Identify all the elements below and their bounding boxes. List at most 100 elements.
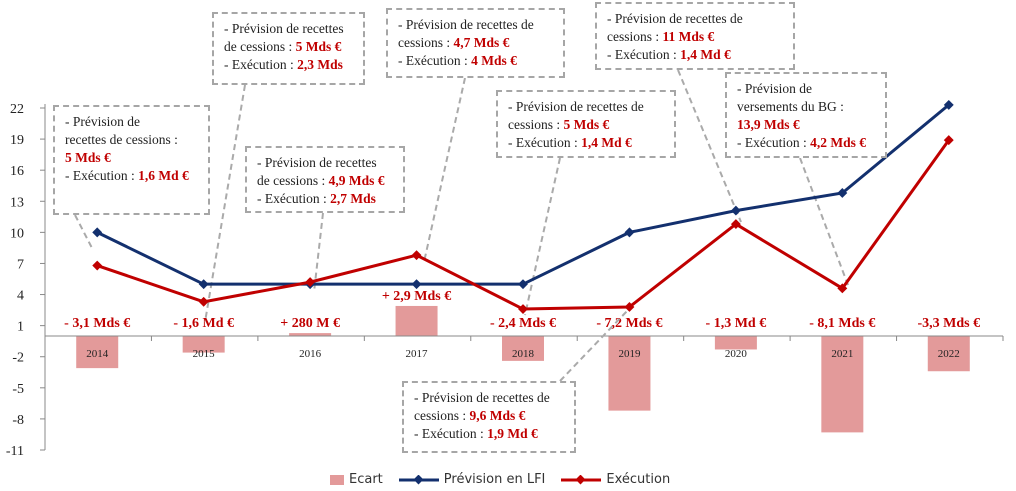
annotation-text: - Prévision de recettes: [257, 155, 377, 170]
annotation-line: - Prévision de: [65, 113, 200, 131]
y-tick-label: 4: [17, 289, 24, 304]
y-tick-label: 1: [17, 320, 24, 335]
annotation-text: - Prévision de: [65, 114, 140, 129]
annotation-line: de cessions : 5 Mds €: [224, 38, 355, 56]
annotation-value: 4,9 Mds €: [328, 173, 385, 188]
annotation-leader-2019: [559, 309, 629, 382]
annotation-value: 5 Mds €: [563, 117, 610, 132]
y-tick-label: 10: [10, 226, 24, 241]
marker-prevision-2015: [198, 279, 209, 290]
annotation-value: 4 Mds €: [471, 53, 517, 68]
legend-label: Exécution: [606, 472, 671, 487]
annotation-box-2020: - Prévision de recettes de cessions : 11 …: [595, 2, 795, 70]
annotation-line: - Exécution : 4,2 Mds €: [737, 134, 877, 152]
x-tick-label: 2016: [299, 348, 322, 360]
annotation-text: - Exécution :: [398, 53, 472, 68]
annotation-line: - Prévision de recettes: [224, 20, 355, 38]
annotation-leader-2020: [677, 69, 742, 223]
annotation-line: de cessions : 4,9 Mds €: [257, 172, 395, 190]
annotation-text: - Prévision de recettes de: [414, 390, 550, 405]
annotation-value: 1,4 Md €: [581, 135, 632, 150]
annotation-value: 1,6 Md €: [138, 168, 189, 183]
annotation-text: - Exécution :: [414, 426, 488, 441]
annotation-text: cessions :: [607, 29, 663, 44]
bar-ecart-2018: [502, 336, 544, 361]
x-tick-label: 2015: [193, 348, 216, 360]
annotation-text: - Exécution :: [257, 191, 331, 206]
legend: Ecart Prévision en LFI Exécution: [330, 472, 686, 487]
annotation-text: versements du BG :: [737, 99, 844, 114]
ecart-label-2020: - 1,3 Md €: [706, 316, 767, 331]
x-tick-label: 2014: [86, 348, 109, 360]
marker-execution-2014: [92, 260, 103, 271]
annotation-text: - Prévision de: [737, 81, 812, 96]
annotation-line: - Exécution : 1,6 Md €: [65, 167, 200, 185]
annotation-text: - Exécution :: [224, 57, 298, 72]
annotation-line: - Exécution : 1,4 Md €: [508, 134, 666, 152]
annotation-box-2019: - Prévision de recettes de cessions : 9,6…: [402, 381, 576, 453]
y-tick-label: -8: [12, 413, 24, 428]
ecart-label-2019: - 7,2 Mds €: [596, 316, 662, 331]
annotation-line: - Prévision de recettes de: [414, 389, 566, 407]
annotation-leader-2018: [524, 157, 561, 316]
legend-swatch-execution: [561, 474, 602, 484]
annotation-text: cessions :: [398, 35, 454, 50]
x-tick-label: 2020: [725, 348, 748, 360]
bar-ecart-2014: [76, 336, 119, 369]
annotation-value: 5 Mds €: [295, 39, 342, 54]
ecart-label-2022: -3,3 Mds €: [917, 316, 980, 331]
annotation-text: - Prévision de recettes: [224, 21, 344, 36]
marker-prevision-2019: [624, 227, 635, 238]
ecart-label-2014: - 3,1 Mds €: [64, 316, 130, 331]
marker-execution-2020: [730, 219, 741, 230]
annotation-text: cessions :: [508, 117, 564, 132]
marker-execution-2015: [198, 296, 209, 307]
annotation-value: 5 Mds €: [65, 150, 111, 165]
bar-ecart-2015: [182, 336, 225, 353]
annotation-value: 1,9 Md €: [487, 426, 538, 441]
ecart-label-2016: + 280 M €: [280, 316, 340, 331]
bar-ecart-2016: [289, 333, 332, 336]
annotation-text: de cessions :: [224, 39, 296, 54]
annotation-text: - Exécution :: [607, 47, 681, 62]
annotation-line: - Prévision de: [737, 80, 877, 98]
annotation-line: - Exécution : 1,9 Md €: [414, 425, 566, 443]
annotation-leader-2016: [313, 212, 324, 293]
bar-ecart-2020: [714, 336, 757, 350]
x-tick-label: 2019: [618, 348, 641, 360]
annotation-leader-2017: [423, 77, 466, 263]
y-tick-label: 16: [10, 164, 24, 179]
annotation-line: cessions : 5 Mds €: [508, 116, 666, 134]
annotation-line: - Exécution : 4 Mds €: [398, 52, 555, 70]
legend-item-prevision: Prévision en LFI: [398, 472, 545, 487]
annotation-line: - Prévision de recettes de: [398, 16, 555, 34]
annotation-line: - Exécution : 1,4 Md €: [607, 46, 785, 64]
marker-prevision-2018: [518, 279, 528, 290]
legend-swatch-prevision: [398, 474, 439, 484]
marker-execution-2016: [305, 277, 316, 288]
annotation-line: 5 Mds €: [65, 149, 200, 167]
annotation-text: - Exécution :: [508, 135, 582, 150]
annotation-line: - Prévision de recettes: [257, 154, 395, 172]
legend-swatch-ecart: [330, 474, 344, 485]
annotation-text: - Exécution :: [65, 168, 139, 183]
x-tick-label: 2022: [938, 348, 960, 360]
marker-execution-2018: [518, 304, 528, 315]
annotation-value: 2,3 Mds: [297, 57, 343, 72]
annotation-box-2016: - Prévision de recettes de cessions : 4,9…: [245, 146, 405, 213]
annotation-value: 9,6 Mds €: [469, 408, 526, 423]
annotation-leader-2014: [74, 214, 94, 251]
x-tick-label: 2021: [831, 348, 853, 360]
ecart-label-2015: - 1,6 Md €: [173, 316, 234, 331]
marker-prevision-2014: [92, 227, 103, 238]
y-tick-label: 19: [10, 133, 24, 148]
annotation-line: - Prévision de recettes de: [607, 10, 785, 28]
legend-label: Ecart: [349, 472, 383, 487]
annotation-text: - Prévision de recettes de: [607, 11, 743, 26]
bar-ecart-2022: [927, 336, 970, 372]
annotation-line: 13,9 Mds €: [737, 116, 877, 134]
annotation-box-2017: - Prévision de recettes de cessions : 4,7…: [386, 8, 565, 78]
bar-ecart-2019: [608, 336, 651, 411]
